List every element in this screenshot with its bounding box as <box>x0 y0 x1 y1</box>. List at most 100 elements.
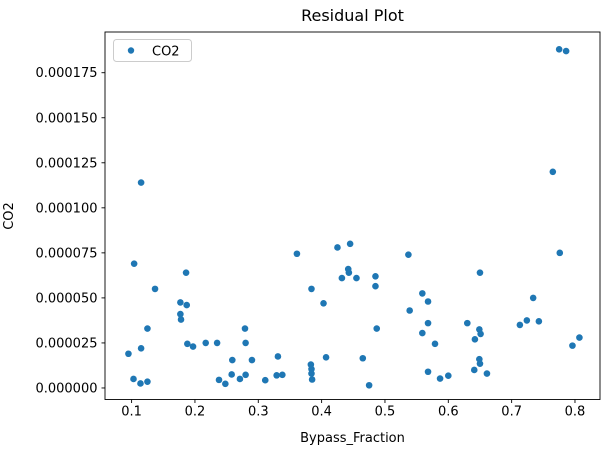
data-point <box>236 375 244 383</box>
data-point <box>151 285 159 293</box>
data-point <box>177 310 184 318</box>
data-point <box>470 366 478 374</box>
data-point <box>535 318 543 325</box>
legend: CO2 <box>113 39 192 62</box>
data-point <box>372 272 379 280</box>
data-point <box>523 317 531 324</box>
data-point <box>279 371 286 379</box>
data-point <box>261 376 269 384</box>
y-tick-label: 0.000075 <box>35 246 97 261</box>
data-point <box>562 47 570 55</box>
chart-title: Residual Plot <box>301 6 404 25</box>
y-axis-label: CO2 <box>2 202 17 230</box>
data-point <box>334 244 341 251</box>
x-tick-label: 0.3 <box>248 405 269 420</box>
data-point <box>345 269 353 276</box>
data-point <box>431 340 439 348</box>
data-point <box>308 285 315 293</box>
data-point <box>338 274 346 282</box>
data-point <box>183 301 191 309</box>
data-point <box>555 45 563 53</box>
data-point <box>202 339 210 347</box>
data-point <box>144 378 151 385</box>
data-point <box>137 380 144 387</box>
y-tick-label: 0.000000 <box>35 381 97 396</box>
data-point <box>464 319 471 327</box>
data-point <box>274 353 282 360</box>
y-tick-label: 0.000025 <box>35 336 97 351</box>
data-point <box>477 330 484 338</box>
data-point <box>419 329 426 337</box>
data-point <box>215 376 223 384</box>
x-tick-label: 0.7 <box>501 405 522 420</box>
data-point <box>529 294 537 302</box>
legend-marker-dot <box>127 47 135 54</box>
data-point <box>424 368 432 376</box>
data-point <box>476 269 484 276</box>
data-point <box>293 250 301 258</box>
data-point <box>424 319 432 327</box>
data-point <box>125 350 132 358</box>
data-point <box>576 334 583 341</box>
data-point <box>189 343 197 350</box>
data-point <box>569 342 576 349</box>
data-point <box>308 370 315 377</box>
legend-frame <box>113 39 192 62</box>
data-point <box>177 316 185 323</box>
x-tick-label: 0.4 <box>311 405 332 420</box>
data-point <box>177 299 184 306</box>
data-point <box>359 354 367 362</box>
legend-label: CO2 <box>152 45 180 60</box>
data-point <box>556 249 564 257</box>
data-point <box>516 321 524 329</box>
data-point <box>445 372 452 380</box>
data-point <box>137 345 145 352</box>
y-tick-label: 0.000175 <box>35 66 97 81</box>
data-point <box>373 325 381 332</box>
y-tick-label: 0.000150 <box>35 111 97 126</box>
data-point <box>308 376 316 383</box>
data-point <box>184 340 191 348</box>
data-point <box>273 372 280 379</box>
data-point <box>242 371 249 379</box>
data-point <box>213 339 221 347</box>
data-point <box>549 168 557 176</box>
data-point <box>353 274 360 282</box>
y-tick-label: 0.000125 <box>35 156 97 171</box>
y-tick-label: 0.000050 <box>35 291 97 306</box>
data-point <box>182 269 190 276</box>
x-tick-label: 0.6 <box>438 405 459 420</box>
data-point <box>320 300 327 307</box>
data-point <box>405 251 412 258</box>
x-tick-label: 0.5 <box>375 405 396 420</box>
data-point <box>406 307 413 314</box>
data-point <box>471 336 479 343</box>
data-point <box>476 360 484 367</box>
data-point <box>144 325 151 332</box>
data-point <box>419 290 426 297</box>
data-point <box>365 381 373 389</box>
x-tick-label: 0.8 <box>565 405 586 420</box>
data-point <box>130 260 138 267</box>
data-point <box>229 356 236 364</box>
y-tick-label: 0.000100 <box>35 201 97 216</box>
data-point <box>248 356 256 364</box>
data-point <box>322 354 330 361</box>
data-point <box>242 339 249 347</box>
x-axis-label: Bypass_Fraction <box>300 431 405 446</box>
data-point <box>483 370 491 377</box>
data-point <box>130 375 137 383</box>
data-point <box>241 325 249 332</box>
x-tick-label: 0.1 <box>121 405 142 420</box>
data-point <box>222 380 229 388</box>
data-point <box>137 179 145 186</box>
data-point <box>228 371 235 378</box>
data-point <box>346 240 354 248</box>
x-tick-label: 0.2 <box>185 405 206 420</box>
data-point <box>424 298 432 305</box>
data-point <box>372 282 379 290</box>
axes-frame <box>104 31 601 400</box>
data-point <box>436 375 444 382</box>
